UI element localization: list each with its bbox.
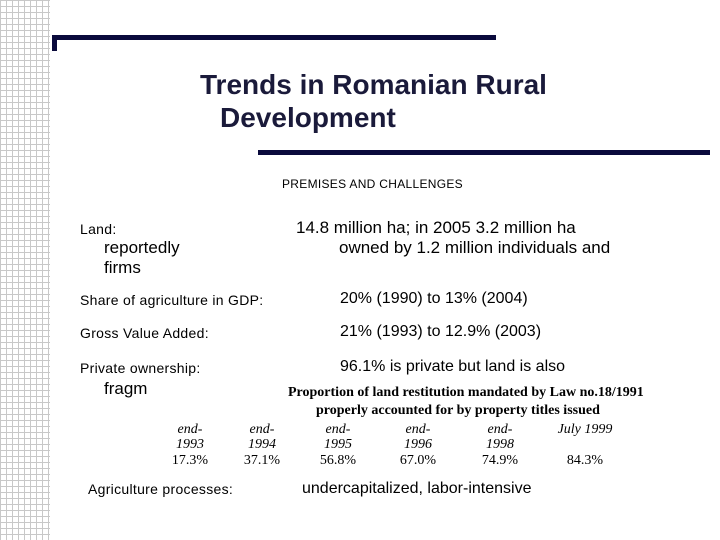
- table-column-header: July 1999: [545, 422, 625, 437]
- column-header-line-2: 1993: [176, 437, 204, 452]
- table-caption-line-1: Proportion of land restitution mandated …: [288, 385, 644, 400]
- table-column-header: end- 1996: [393, 422, 443, 452]
- fragment-text: fragm: [104, 379, 148, 398]
- top-rule: [52, 35, 496, 40]
- land-cont-1: reportedly: [104, 238, 180, 257]
- title-line-1: Trends in Romanian Rural: [200, 69, 547, 100]
- table-column-header: end- 1998: [475, 422, 525, 452]
- gva-label: Gross Value Added:: [80, 325, 209, 341]
- table-cell-value: 67.0%: [399, 453, 437, 468]
- table-column-header: end- 1995: [313, 422, 363, 452]
- decorative-grid-strip: [0, 0, 50, 540]
- top-rule-corner: [52, 35, 57, 51]
- table-cell-value: 56.8%: [319, 453, 357, 468]
- column-header-line-1: end-: [405, 422, 431, 437]
- table-cell-value: 37.1%: [243, 453, 281, 468]
- title-line-2: Development: [220, 102, 396, 133]
- land-value: 14.8 million ha; in 2005 3.2 million ha: [296, 218, 576, 237]
- column-header-line-1: July 1999: [557, 422, 613, 437]
- gva-value: 21% (1993) to 12.9% (2003): [340, 323, 542, 340]
- land-restitution-table: Proportion of land restitution mandated …: [140, 385, 710, 471]
- private-ownership-label: Private ownership:: [80, 360, 201, 376]
- table-cell-value: 74.9%: [481, 453, 519, 468]
- table-column-header: end- 1993: [165, 422, 215, 452]
- gdp-share-label: Share of agriculture in GDP:: [80, 292, 264, 308]
- column-header-line-2: 1996: [404, 437, 432, 452]
- table-cell-value: 17.3%: [171, 453, 209, 468]
- column-header-line-1: end-: [177, 422, 203, 437]
- gdp-share-value: 20% (1990) to 13% (2004): [340, 290, 528, 307]
- slide-subtitle: PREMISES AND CHALLENGES: [282, 177, 463, 191]
- column-header-line-1: end-: [487, 422, 513, 437]
- table-cell-value: 84.3%: [566, 453, 604, 468]
- land-cont-2: owned by 1.2 million individuals and: [339, 238, 611, 257]
- land-label: Land:: [80, 221, 117, 237]
- private-ownership-value: 96.1% is private but land is also: [340, 358, 566, 375]
- title-underline-rule: [258, 150, 710, 155]
- column-header-line-1: end-: [325, 422, 351, 437]
- column-header-line-2: 1995: [324, 437, 352, 452]
- land-cont-3: firms: [104, 258, 141, 277]
- agriculture-processes-value: undercapitalized, labor-intensive: [302, 480, 532, 497]
- table-column-header: end- 1994: [237, 422, 287, 452]
- agriculture-processes-label: Agriculture processes:: [88, 481, 234, 497]
- slide-title: Trends in Romanian Rural Development: [200, 68, 547, 134]
- column-header-line-2: 1998: [486, 437, 514, 452]
- table-caption-line-2: properly accounted for by property title…: [316, 403, 600, 418]
- column-header-line-1: end-: [249, 422, 275, 437]
- column-header-line-2: 1994: [248, 437, 276, 452]
